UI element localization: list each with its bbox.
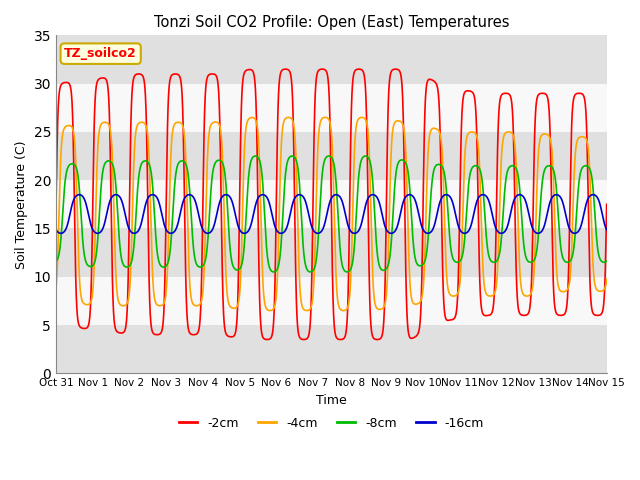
X-axis label: Time: Time [316, 394, 347, 407]
Bar [56, 84, 607, 132]
Bar [56, 277, 607, 325]
Legend: -2cm, -4cm, -8cm, -16cm: -2cm, -4cm, -8cm, -16cm [173, 412, 489, 435]
Bar [56, 36, 607, 84]
Bar [56, 180, 607, 228]
Y-axis label: Soil Temperature (C): Soil Temperature (C) [15, 140, 28, 269]
Title: Tonzi Soil CO2 Profile: Open (East) Temperatures: Tonzi Soil CO2 Profile: Open (East) Temp… [154, 15, 509, 30]
Text: TZ_soilco2: TZ_soilco2 [64, 47, 137, 60]
Bar [56, 132, 607, 180]
Bar [56, 228, 607, 277]
Bar [56, 325, 607, 373]
